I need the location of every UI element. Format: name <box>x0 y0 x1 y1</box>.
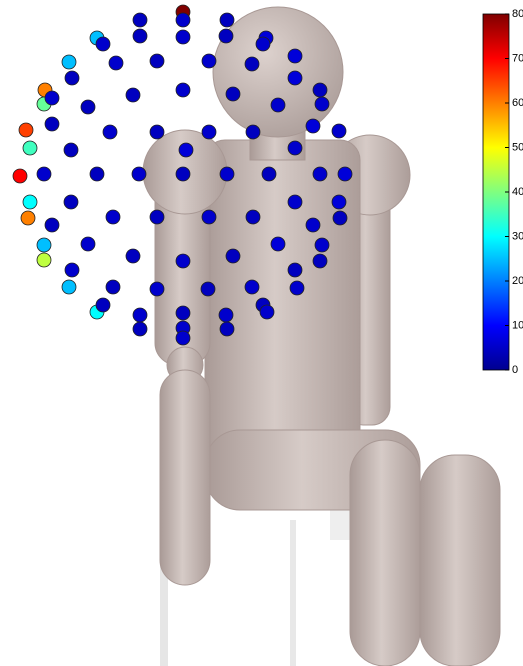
sensor-dot <box>23 195 37 209</box>
sensor-dot <box>19 123 33 137</box>
colorbar-tick-label: 80 <box>512 8 523 20</box>
sensor-dot <box>37 167 51 181</box>
sensor-dot <box>315 97 329 111</box>
sensor-dot <box>81 237 95 251</box>
sensor-dot <box>176 306 190 320</box>
sensor-dot <box>288 71 302 85</box>
sensor-dot <box>150 282 164 296</box>
colorbar-tick-label: 0 <box>512 364 518 376</box>
sensor-dot <box>37 253 51 267</box>
sensor-dot <box>133 13 147 27</box>
sensor-dot <box>219 29 233 43</box>
sensor-dot <box>313 167 327 181</box>
sensor-dot <box>315 238 329 252</box>
sensor-dot <box>150 210 164 224</box>
sensor-dot <box>21 211 35 225</box>
sensor-dot <box>109 56 123 70</box>
colorbar-tick-label: 70 <box>512 52 523 64</box>
sensor-dot <box>306 218 320 232</box>
sensor-dot <box>262 167 276 181</box>
sensor-dot <box>176 13 190 27</box>
sensor-dot <box>176 167 190 181</box>
sensor-dot <box>332 195 346 209</box>
sensor-dot <box>133 29 147 43</box>
sensor-dot <box>179 143 193 157</box>
sensor-dot <box>96 37 110 51</box>
sensor-dot <box>150 125 164 139</box>
figure: 0 10 20 30 40 50 60 70 80 <box>0 0 523 666</box>
sensor-dot <box>64 195 78 209</box>
sensor-dot <box>96 298 110 312</box>
sensor-dot <box>246 125 260 139</box>
sensor-dot <box>245 280 259 294</box>
forearm <box>160 370 210 585</box>
sensor-dot <box>288 263 302 277</box>
sensor-dot <box>271 98 285 112</box>
sensor-dot <box>132 167 146 181</box>
sensor-dot <box>288 195 302 209</box>
chair-leg <box>290 520 296 666</box>
sensor-dot <box>81 100 95 114</box>
sensor-dot <box>126 249 140 263</box>
colorbar-tick-label: 50 <box>512 141 523 153</box>
sensor-dot <box>45 91 59 105</box>
sensor-dot <box>45 218 59 232</box>
sensor-dot <box>64 143 78 157</box>
sensor-dot <box>133 308 147 322</box>
sensor-dot <box>245 57 259 71</box>
sensor-dot <box>306 119 320 133</box>
sensor-dot <box>201 282 215 296</box>
sensor-dot <box>246 210 260 224</box>
sensor-dot <box>313 83 327 97</box>
sensor-dot <box>65 263 79 277</box>
sensor-dot <box>62 55 76 69</box>
sensor-dot <box>90 167 104 181</box>
sensor-dot <box>313 254 327 268</box>
sensor-dot <box>220 13 234 27</box>
sensor-dot <box>288 141 302 155</box>
head <box>213 7 343 137</box>
colorbar-tick-label: 60 <box>512 97 523 109</box>
sensor-dot <box>202 54 216 68</box>
sensor-dot <box>103 125 117 139</box>
sensor-dot <box>176 30 190 44</box>
torso <box>205 140 360 460</box>
colorbar-tick-label: 40 <box>512 186 523 198</box>
colorbar-tick-label: 10 <box>512 319 523 331</box>
sensor-dot <box>338 167 352 181</box>
sensor-dot <box>332 124 346 138</box>
sensor-dot <box>256 37 270 51</box>
sensor-dot <box>202 210 216 224</box>
sensor-dot <box>23 141 37 155</box>
sensor-dot <box>65 71 79 85</box>
sensor-dot <box>226 87 240 101</box>
sensor-dot <box>106 280 120 294</box>
sensor-dot <box>220 322 234 336</box>
sensor-dot <box>45 117 59 131</box>
sensor-dot <box>13 169 27 183</box>
sensor-dot <box>290 281 304 295</box>
sensor-dot <box>126 88 140 102</box>
sensor-dot <box>176 331 190 345</box>
sensor-dot <box>288 49 302 63</box>
sensor-dot <box>133 322 147 336</box>
sensor-dot <box>176 83 190 97</box>
left-leg <box>350 440 420 666</box>
right-leg <box>420 455 500 666</box>
sensor-dot <box>219 308 233 322</box>
sensor-dot <box>176 254 190 268</box>
colorbar-tick-label: 20 <box>512 275 523 287</box>
sensor-dot <box>202 125 216 139</box>
colorbar-tick-label: 30 <box>512 230 523 242</box>
sensor-dot <box>150 54 164 68</box>
sensor-dot <box>106 210 120 224</box>
sensor-dot <box>220 167 234 181</box>
sensor-dot <box>226 249 240 263</box>
sensor-dot <box>271 237 285 251</box>
sensor-dot <box>62 280 76 294</box>
sensor-dot <box>37 238 51 252</box>
sensor-dot <box>333 211 347 225</box>
sensor-dot <box>260 305 274 319</box>
